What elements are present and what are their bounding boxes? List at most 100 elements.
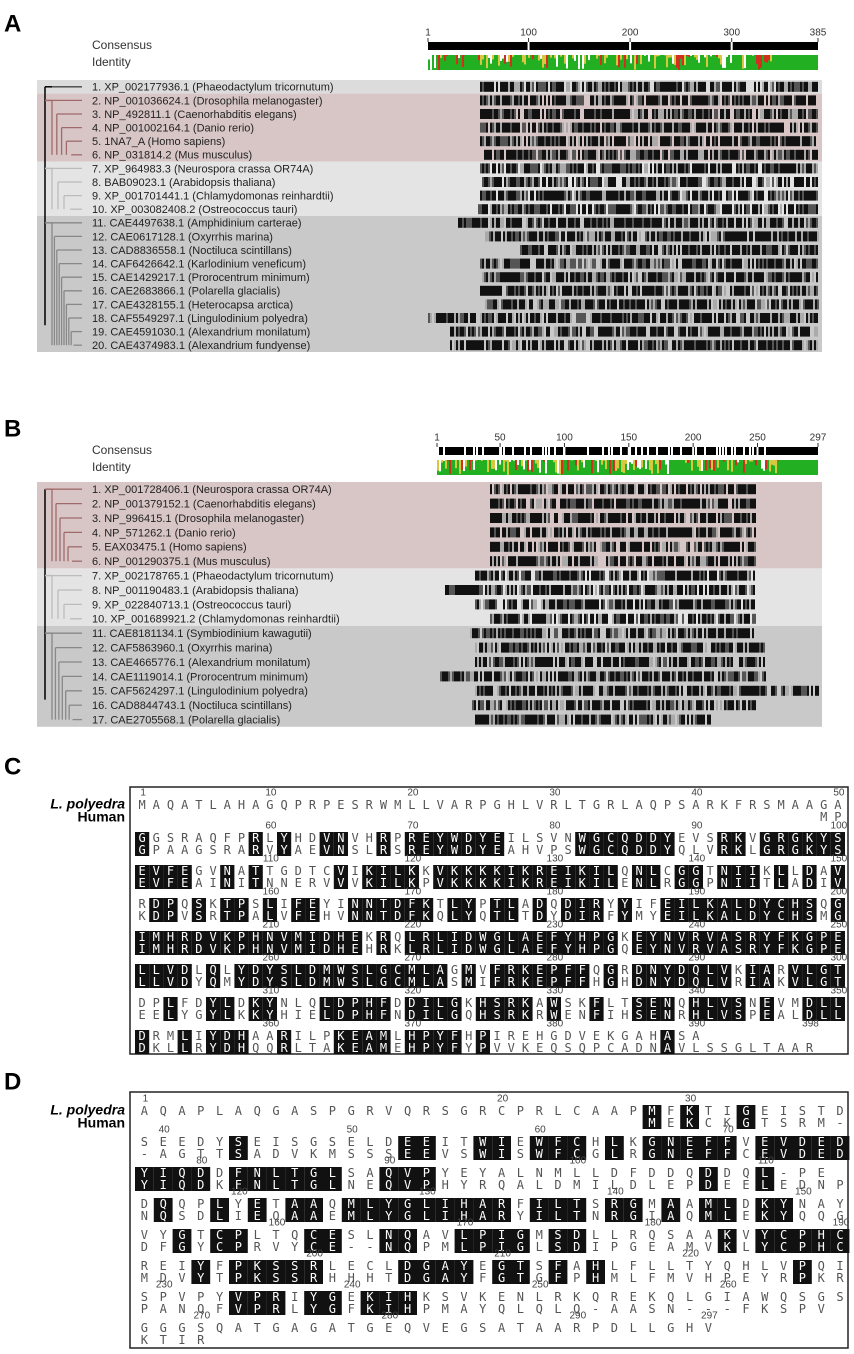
alignment-cell — [588, 136, 590, 147]
alignment-cell — [600, 163, 602, 174]
alignment-cell — [612, 326, 614, 337]
alignment-cell — [551, 642, 553, 653]
alignment-cell — [501, 657, 503, 667]
alignment-cell — [520, 258, 522, 269]
alignment-cell — [676, 149, 678, 160]
alignment-cell — [662, 190, 664, 201]
alignment-cell — [803, 299, 805, 310]
alignment-cell — [750, 136, 752, 147]
alignment-cell — [673, 642, 675, 653]
alignment-cell — [523, 599, 525, 610]
alignment-cell — [740, 95, 742, 106]
alignment-cell — [754, 326, 756, 337]
alignment-cell — [554, 204, 556, 215]
alignment-cell — [552, 190, 554, 201]
alignment-cell — [676, 217, 678, 228]
identity-dip — [595, 460, 597, 461]
alignment-cell — [750, 245, 752, 255]
alignment-cell — [488, 81, 490, 92]
alignment-cell — [712, 81, 714, 92]
alignment-cell — [796, 109, 798, 119]
alignment-cell — [509, 231, 511, 242]
alignment-cell — [808, 163, 810, 174]
alignment-cell — [539, 657, 541, 667]
alignment-cell — [674, 204, 676, 215]
alignment-cell — [523, 299, 525, 310]
alignment-cell — [476, 628, 478, 639]
alignment-cell — [554, 513, 556, 523]
alignment-cell — [647, 599, 649, 610]
alignment-cell — [700, 245, 702, 255]
alignment-cell — [686, 95, 688, 106]
alignment-cell — [780, 204, 782, 215]
alignment-cell — [614, 513, 616, 523]
alignment-cell — [634, 163, 636, 174]
alignment-cell — [616, 556, 618, 567]
alignment-cell — [745, 299, 747, 310]
identity-dip — [763, 460, 765, 471]
sequence-name: 9. XP_022840713.1 (Ostreococcus tauri) — [92, 599, 291, 611]
alignment-cell — [736, 484, 738, 495]
alignment-cell — [648, 95, 650, 106]
alignment-cell — [659, 585, 661, 595]
identity-dip — [555, 460, 557, 473]
alignment-cell — [802, 258, 804, 269]
alignment-cell — [746, 527, 748, 538]
alignment-cell — [708, 484, 710, 495]
alignment-cell — [578, 109, 580, 119]
identity-dip — [751, 460, 753, 462]
alignment-cell — [520, 190, 522, 201]
alignment-cell — [790, 109, 792, 119]
alignment-cell — [558, 272, 560, 283]
alignment-cell — [510, 109, 512, 119]
alignment-cell — [522, 149, 524, 160]
alignment-cell — [510, 628, 512, 639]
alignment-cell — [767, 299, 769, 310]
alignment-cell — [644, 109, 646, 119]
alignment-cell — [772, 245, 774, 255]
alignment-cell — [527, 585, 529, 595]
alignment-cell — [806, 149, 808, 160]
alignment-cell — [613, 585, 615, 595]
alignment-cell — [464, 217, 466, 228]
alignment-cell — [528, 628, 530, 639]
alignment-cell — [566, 313, 568, 323]
alignment-cell — [636, 136, 638, 147]
alignment-cell — [749, 657, 751, 667]
alignment-cell — [623, 599, 625, 610]
alignment-cell — [558, 95, 560, 106]
alignment-cell — [704, 628, 706, 639]
alignment-cell — [778, 109, 780, 119]
alignment-cell — [810, 163, 812, 174]
alignment-cell — [666, 122, 668, 133]
alignment-cell — [542, 513, 544, 523]
alignment-cell — [638, 258, 640, 269]
alignment-cell — [688, 177, 690, 187]
alignment-cell — [732, 313, 734, 323]
alignment-cell — [498, 541, 500, 552]
alignment-cell — [495, 642, 497, 653]
alignment-cell — [562, 513, 564, 523]
alignment-cell — [785, 231, 787, 242]
alignment-cell — [728, 109, 730, 119]
alignment-cell — [706, 122, 708, 133]
alignment-cell — [687, 570, 689, 581]
alignment-cell — [594, 81, 596, 92]
alignment-cell — [711, 642, 713, 653]
alignment-cell — [778, 245, 780, 255]
alignment-cell — [605, 231, 607, 242]
alignment-cell — [502, 541, 504, 552]
alignment-cell — [608, 628, 610, 639]
alignment-cell — [561, 642, 563, 653]
alignment-cell — [520, 513, 522, 523]
alignment-cell — [496, 258, 498, 269]
alignment-cell — [659, 299, 661, 310]
alignment-cell — [482, 628, 484, 639]
alignment-cell — [609, 599, 611, 610]
alignment-cell — [770, 340, 772, 351]
alignment-cell — [672, 628, 674, 639]
alignment-cell — [811, 231, 813, 242]
alignment-cell — [489, 231, 491, 242]
alignment-cell — [556, 556, 558, 567]
